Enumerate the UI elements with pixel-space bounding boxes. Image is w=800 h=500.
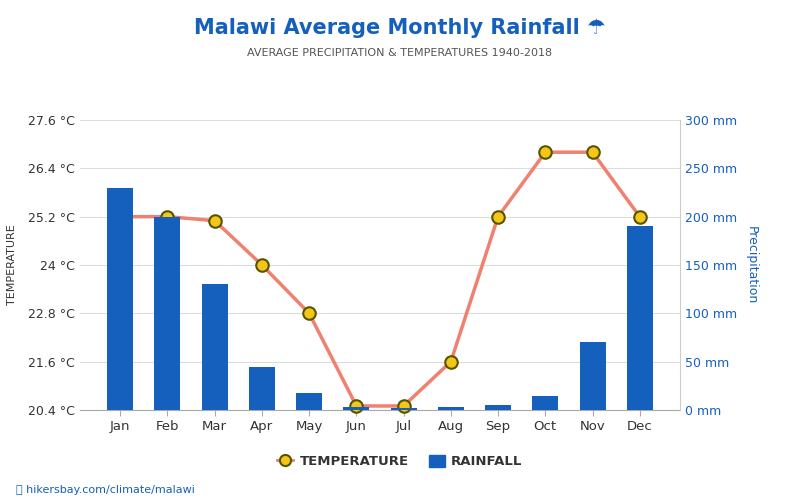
- Bar: [438, 407, 464, 410]
- Y-axis label: Precipitation: Precipitation: [745, 226, 758, 304]
- Bar: [107, 188, 134, 410]
- Bar: [485, 405, 511, 410]
- Bar: [154, 216, 181, 410]
- Bar: [249, 366, 275, 410]
- Y-axis label: TEMPERATURE: TEMPERATURE: [7, 224, 17, 306]
- Text: AVERAGE PRECIPITATION & TEMPERATURES 1940-2018: AVERAGE PRECIPITATION & TEMPERATURES 194…: [247, 48, 553, 58]
- Bar: [296, 392, 322, 410]
- Bar: [579, 342, 606, 410]
- Bar: [532, 396, 558, 410]
- Text: Malawi Average Monthly Rainfall ☂: Malawi Average Monthly Rainfall ☂: [194, 18, 606, 38]
- Bar: [202, 284, 228, 410]
- Bar: [343, 407, 370, 410]
- Text: 📍 hikersbay.com/climate/malawi: 📍 hikersbay.com/climate/malawi: [16, 485, 195, 495]
- Bar: [626, 226, 653, 410]
- Bar: [390, 408, 417, 410]
- Legend: TEMPERATURE, RAINFALL: TEMPERATURE, RAINFALL: [272, 450, 528, 473]
